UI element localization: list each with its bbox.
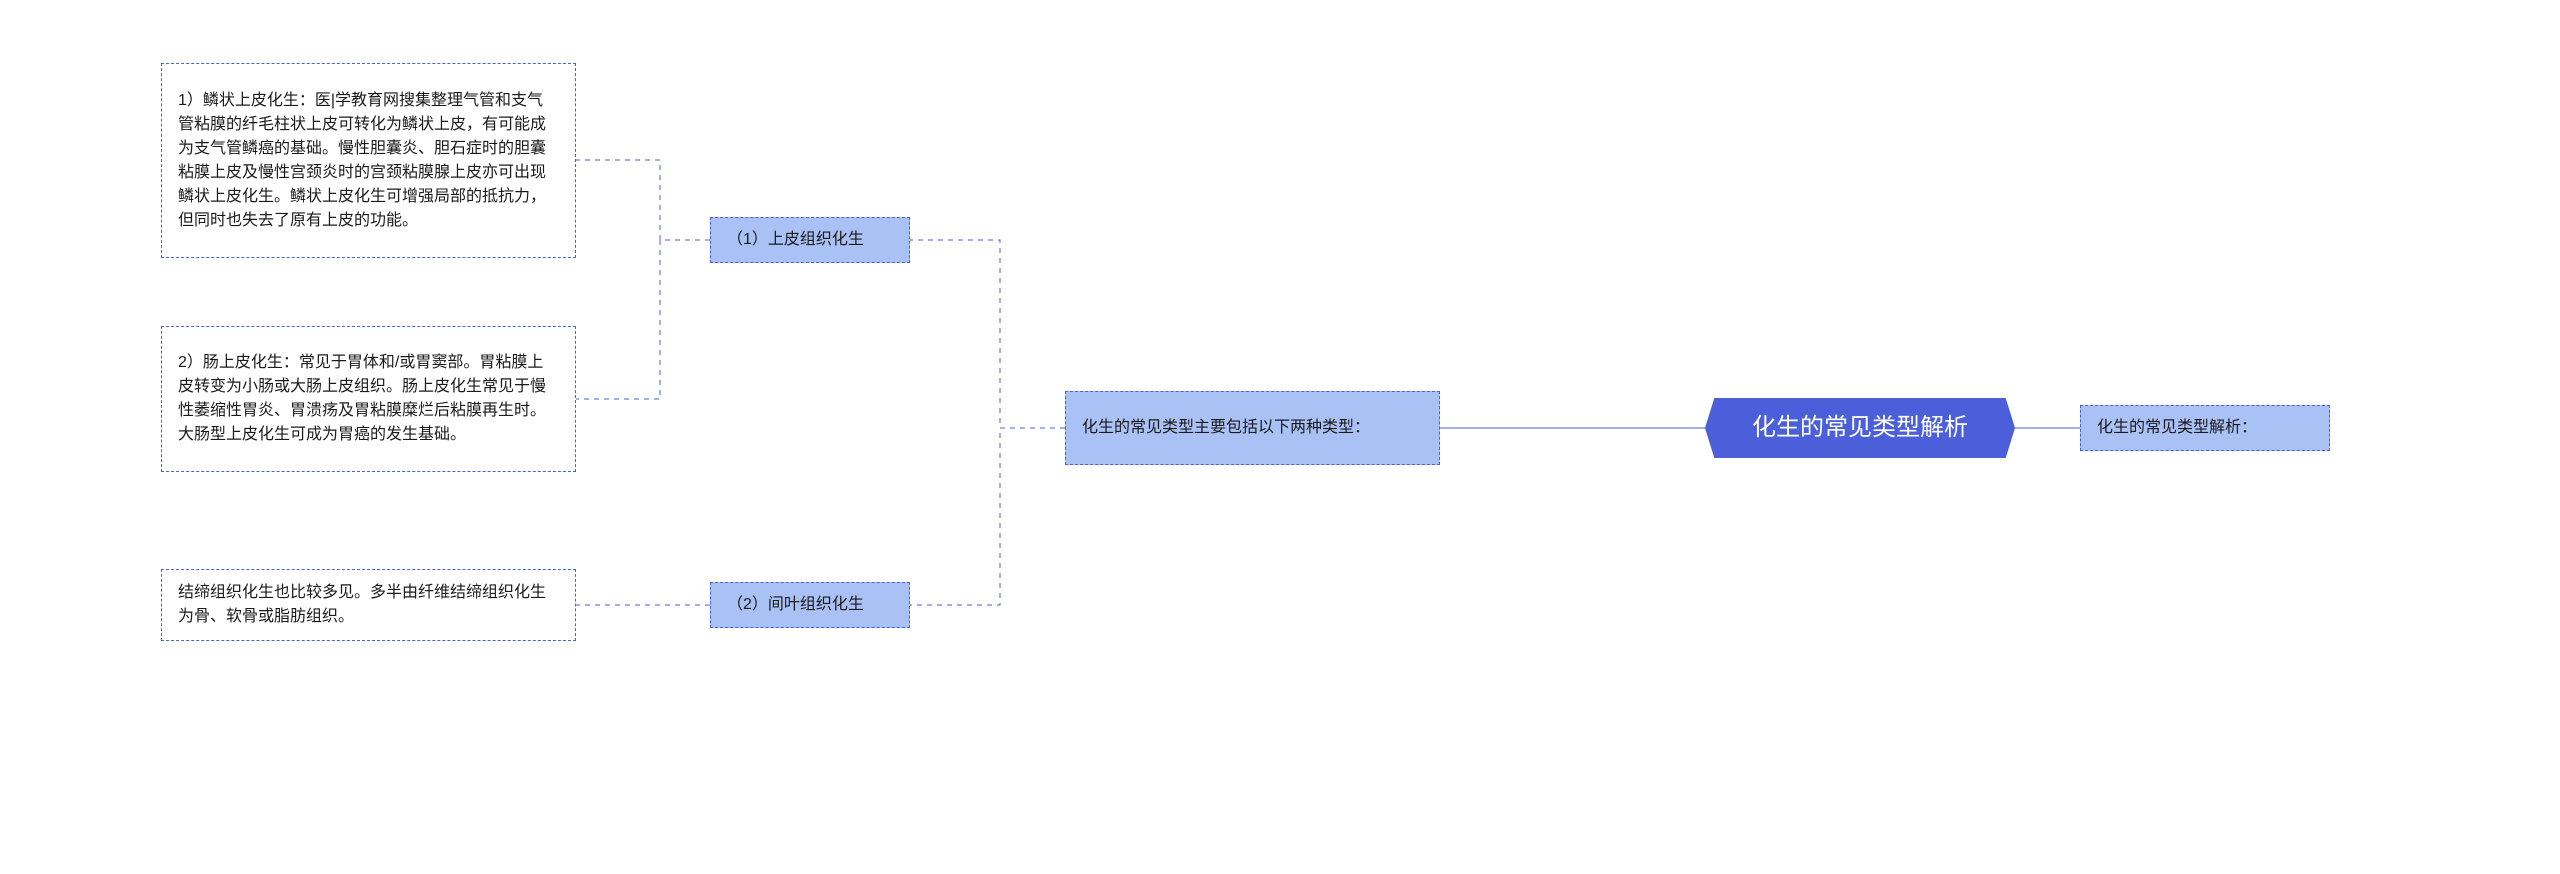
central-node-text: 化生的常见类型解析 bbox=[1752, 410, 1968, 446]
sub1-node[interactable]: （1）上皮组织化生 bbox=[710, 217, 910, 263]
leaf1-node[interactable]: 1）鳞状上皮化生：医|学教育网搜集整理气管和支气管粘膜的纤毛柱状上皮可转化为鳞状… bbox=[161, 63, 576, 258]
right-node-text: 化生的常见类型解析： bbox=[2097, 416, 2257, 440]
left-main-node[interactable]: 化生的常见类型主要包括以下两种类型： bbox=[1065, 391, 1440, 465]
sub2-node[interactable]: （2）间叶组织化生 bbox=[710, 582, 910, 628]
leaf3-node-text: 结缔组织化生也比较多见。多半由纤维结缔组织化生为骨、软骨或脂肪组织。 bbox=[178, 581, 559, 629]
leaf2-node-text: 2）肠上皮化生：常见于胃体和/或胃窦部。胃粘膜上皮转变为小肠或大肠上皮组织。肠上… bbox=[178, 351, 559, 447]
sub2-node-text: （2）间叶组织化生 bbox=[727, 593, 864, 617]
leaf2-node[interactable]: 2）肠上皮化生：常见于胃体和/或胃窦部。胃粘膜上皮转变为小肠或大肠上皮组织。肠上… bbox=[161, 326, 576, 472]
sub1-node-text: （1）上皮组织化生 bbox=[727, 228, 864, 252]
right-node[interactable]: 化生的常见类型解析： bbox=[2080, 405, 2330, 451]
leaf3-node[interactable]: 结缔组织化生也比较多见。多半由纤维结缔组织化生为骨、软骨或脂肪组织。 bbox=[161, 569, 576, 641]
left-main-node-text: 化生的常见类型主要包括以下两种类型： bbox=[1082, 416, 1370, 440]
leaf1-node-text: 1）鳞状上皮化生：医|学教育网搜集整理气管和支气管粘膜的纤毛柱状上皮可转化为鳞状… bbox=[178, 89, 559, 233]
central-node[interactable]: 化生的常见类型解析 bbox=[1705, 398, 2015, 458]
